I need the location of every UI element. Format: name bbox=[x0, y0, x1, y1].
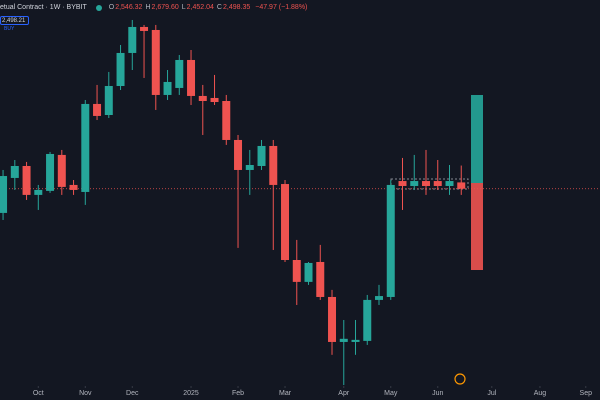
candle-body bbox=[410, 181, 419, 186]
candle-body bbox=[116, 52, 125, 87]
x-tick-label: 2025 bbox=[183, 390, 199, 397]
candle-body bbox=[328, 296, 337, 342]
candle-body bbox=[0, 176, 8, 213]
candle-body bbox=[81, 103, 90, 192]
candle-body bbox=[292, 259, 301, 282]
ohlc-value: 2,452.04 bbox=[186, 4, 214, 11]
ohlc-value: 2,679.60 bbox=[151, 4, 179, 11]
ohlc-key: L bbox=[181, 4, 186, 11]
candle-body bbox=[245, 165, 254, 170]
candle-body bbox=[93, 103, 102, 116]
ohlc-key: H bbox=[145, 4, 151, 11]
candle-body bbox=[140, 26, 149, 31]
candle-body bbox=[304, 262, 313, 282]
candle-body bbox=[234, 139, 243, 170]
position-stop[interactable] bbox=[471, 183, 483, 270]
candle-body bbox=[151, 29, 160, 95]
candle-body bbox=[175, 59, 184, 88]
quote-side[interactable]: BUY bbox=[4, 26, 15, 32]
candle-body bbox=[210, 97, 219, 103]
candle-body bbox=[316, 261, 325, 297]
candle-body bbox=[433, 181, 442, 186]
header: etual Contract · 1W · BYBIT O 2,546.32 H 2,… bbox=[0, 4, 307, 11]
x-tick-label: Sep bbox=[580, 390, 593, 397]
candle-body bbox=[363, 299, 372, 341]
candle-body bbox=[34, 189, 43, 195]
candle-body bbox=[339, 338, 348, 342]
event-icon[interactable] bbox=[454, 373, 466, 385]
candle-body bbox=[187, 59, 196, 96]
candle-body bbox=[198, 95, 207, 101]
x-tick-label: Aug bbox=[534, 390, 547, 397]
x-tick-label: Nov bbox=[79, 390, 92, 397]
candle-body bbox=[398, 181, 407, 186]
candle-body bbox=[351, 339, 360, 342]
candle-body bbox=[422, 181, 430, 186]
x-tick-label: Mar bbox=[279, 390, 292, 397]
x-tick-label: Apr bbox=[338, 390, 350, 397]
x-tick-label: May bbox=[384, 390, 398, 397]
ohlc-value: 2,546.32 bbox=[115, 4, 143, 11]
x-tick-label: Jul bbox=[487, 390, 496, 397]
x-tick-label: Dec bbox=[126, 390, 139, 397]
candle-body bbox=[163, 81, 172, 95]
candle-body bbox=[281, 184, 290, 260]
candle-body bbox=[104, 86, 113, 116]
candle-body bbox=[57, 154, 66, 187]
ohlc: O 2,546.32 H 2,679.60 L 2,452.04 C 2,498.35 bbox=[109, 4, 252, 11]
candle-body bbox=[457, 182, 466, 189]
candle-body bbox=[257, 145, 266, 166]
change: −47.97 (−1.88%) bbox=[255, 4, 308, 11]
candle-body bbox=[22, 165, 31, 195]
symbol: etual Contract · 1W · BYBIT bbox=[0, 4, 87, 11]
candle-body bbox=[10, 165, 19, 178]
candle-body bbox=[46, 153, 55, 191]
candle-body bbox=[69, 184, 78, 190]
x-tick-label: Feb bbox=[232, 390, 244, 397]
ohlc-key: C bbox=[216, 4, 222, 11]
position-target[interactable] bbox=[471, 95, 483, 183]
candle-body bbox=[445, 181, 454, 186]
candle-body bbox=[386, 184, 395, 297]
ohlc-key: O bbox=[108, 4, 115, 11]
quote-price[interactable]: 2,498.21 bbox=[0, 16, 30, 25]
candle-body bbox=[375, 296, 384, 300]
candle-body bbox=[128, 26, 137, 53]
status-dot bbox=[95, 4, 102, 11]
x-tick-label: Oct bbox=[33, 390, 44, 397]
candle-body bbox=[269, 145, 278, 185]
ohlc-value: 2,498.35 bbox=[222, 4, 251, 11]
x-tick-label: Jun bbox=[432, 390, 443, 397]
candle-body bbox=[222, 100, 231, 140]
